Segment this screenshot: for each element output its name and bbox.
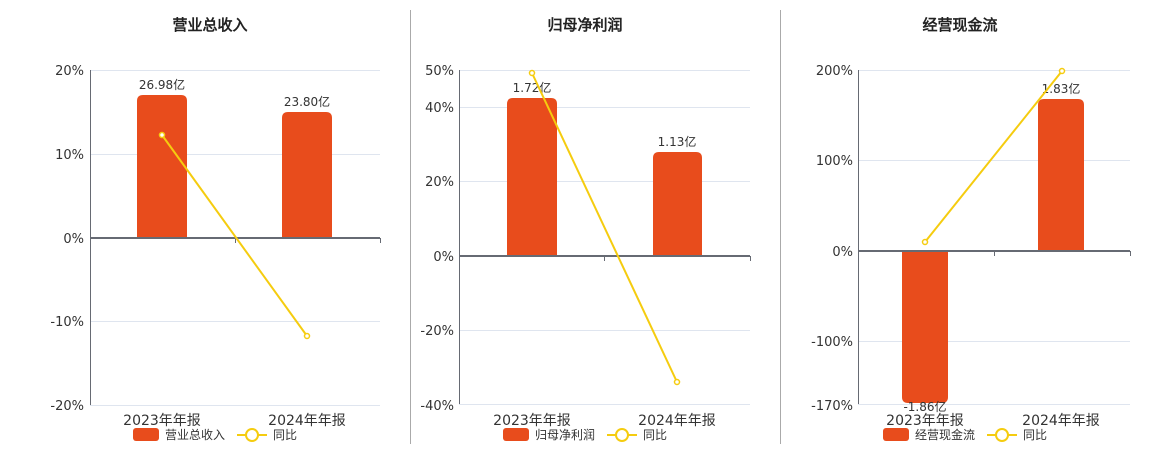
svg-text:2024年年报: 2024年年报 [1022,413,1100,429]
svg-text:0%: 0% [433,250,454,265]
legend-line-label: 同比 [643,428,668,442]
yoy-line [921,67,1066,246]
legend-line-icon [237,427,268,442]
svg-text:200%: 200% [816,64,853,79]
panel-divider [780,10,781,444]
legend-line-label: 同比 [1023,428,1048,442]
y-axis-ticks: 20% 10% 0% -10% -20% [50,64,84,414]
chart-panel-net-profit: 归母净利润 50% 40% 20% 0% -20% -40% 1.72亿 1.1… [400,0,780,450]
bar-2024 [282,112,332,238]
bar-labels: 1.72亿 1.13亿 [513,80,697,149]
bar-2024 [653,152,702,256]
chart-panel-revenue: 营业总收入 20% 10% 0% -10% -20% 26.98亿 23.80亿 [0,0,400,450]
panel-divider [410,10,411,444]
legend[interactable]: 经营现金流 同比 [883,426,1047,443]
bar-2023 [902,251,948,403]
svg-text:50%: 50% [425,64,454,79]
gridlines [459,70,750,405]
svg-text:2023年年报: 2023年年报 [493,413,571,429]
svg-text:40%: 40% [425,101,454,116]
svg-text:-10%: -10% [50,315,84,330]
bar-2023 [137,95,187,238]
svg-text:2023年年报: 2023年年报 [123,413,201,429]
legend-bar-swatch [133,428,159,441]
svg-text:20%: 20% [425,175,454,190]
bars [137,95,332,238]
chart-canvas: 50% 40% 20% 0% -20% -40% 1.72亿 1.13亿 202… [420,64,751,429]
chart-title: 归母净利润 [547,16,623,34]
x-axis-labels: 2023年年报 2024年年报 [493,413,716,429]
legend[interactable]: 归母净利润 同比 [503,426,667,443]
svg-text:100%: 100% [816,154,853,169]
svg-text:23.80亿: 23.80亿 [284,94,330,109]
chart-canvas: 200% 100% 0% -100% -170% -1.86亿 1.83亿 20… [811,64,1131,429]
chart-canvas: 20% 10% 0% -10% -20% 26.98亿 23.80亿 2023年… [50,64,381,429]
yoy-line [158,131,311,340]
legend-line-icon [987,427,1018,442]
legend-bar-label: 归母净利润 [535,428,596,442]
y-axis-ticks: 50% 40% 20% 0% -20% -40% [420,64,454,414]
svg-text:-170%: -170% [811,399,853,414]
legend-bar-label: 经营现金流 [915,428,976,442]
svg-text:2023年年报: 2023年年报 [886,413,964,429]
svg-text:0%: 0% [832,245,853,260]
chart-title: 经营现金流 [922,16,998,34]
bar-labels: 26.98亿 23.80亿 [139,77,330,109]
svg-text:1.72亿: 1.72亿 [513,80,552,95]
svg-text:0%: 0% [63,232,84,247]
y-axis-ticks: 200% 100% 0% -100% -170% [811,64,853,414]
bars [507,98,702,256]
legend-bar-label: 营业总收入 [165,428,226,442]
svg-text:20%: 20% [55,64,84,79]
svg-text:-20%: -20% [420,324,454,339]
chart-panel-operating-cash-flow: 经营现金流 200% 100% 0% -100% -170% -1.86亿 1.… [780,0,1160,450]
yoy-line [528,69,681,386]
svg-text:2024年年报: 2024年年报 [638,413,716,429]
legend-bar-swatch [883,428,909,441]
svg-text:-20%: -20% [50,399,84,414]
svg-text:1.13亿: 1.13亿 [658,134,697,149]
x-axis-labels: 2023年年报 2024年年报 [123,413,346,429]
gridlines [858,70,1130,405]
svg-text:-100%: -100% [811,335,853,350]
bars [902,99,1084,403]
svg-text:26.98亿: 26.98亿 [139,77,185,92]
legend-line-icon [607,427,638,442]
svg-text:-1.86亿: -1.86亿 [903,399,946,414]
svg-text:2024年年报: 2024年年报 [268,413,346,429]
svg-text:-40%: -40% [420,399,454,414]
chart-title: 营业总收入 [172,16,248,34]
bar-2023 [507,98,557,256]
legend-line-label: 同比 [273,428,298,442]
gridlines [90,70,380,406]
legend[interactable]: 营业总收入 同比 [133,426,297,443]
bar-2024 [1038,99,1084,251]
legend-bar-swatch [503,428,529,441]
svg-text:10%: 10% [55,148,84,163]
x-axis-labels: 2023年年报 2024年年报 [886,413,1100,429]
